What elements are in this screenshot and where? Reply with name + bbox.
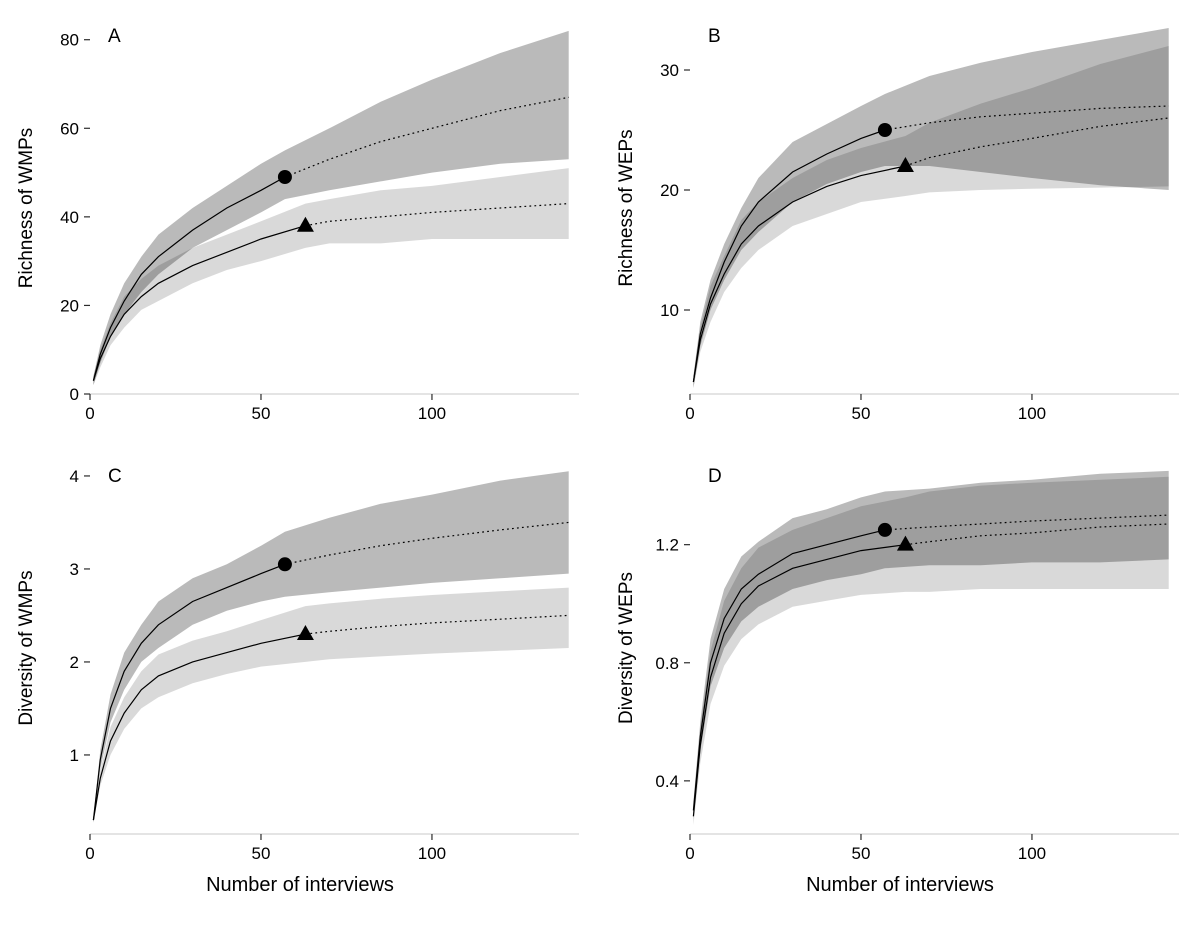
x-axis-title-right: Number of interviews — [806, 874, 994, 896]
x-tick-label: 0 — [685, 404, 694, 423]
x-tick-label: 0 — [85, 404, 94, 423]
chart-panel-c: 0 50 100 1 2 3 4 Diversity of WMPs C Number of i… — [0, 448, 600, 930]
x-tick-label: 0 — [685, 844, 694, 863]
x-tick-label: 50 — [251, 404, 270, 423]
reference-marker-circle-icon — [877, 123, 892, 137]
rarefaction-line-circle — [692, 529, 885, 811]
confidence-band-dark — [92, 30, 569, 386]
rarefaction-line-triangle — [92, 633, 306, 821]
chart-panel-d: 0 50 100 0.4 0.8 1.2 Diversity of WEPs D Number… — [600, 448, 1200, 930]
panel-background — [7, 448, 593, 870]
y-tick-label: 0 — [69, 385, 78, 404]
y-tick-label: 80 — [60, 31, 79, 50]
y-tick-label: 30 — [660, 61, 679, 80]
y-tick-label: 1.2 — [655, 536, 679, 555]
reference-marker-triangle-icon — [896, 535, 914, 551]
chart-panel-b: 0 50 100 10 20 30 Richness of WEPs B — [600, 8, 1200, 448]
y-tick-label: 0.4 — [655, 772, 679, 791]
x-tick-label: 100 — [1017, 844, 1045, 863]
confidence-band-light — [92, 168, 569, 386]
y-tick-label: 2 — [69, 653, 78, 672]
panel-letter: B — [708, 26, 721, 47]
rarefaction-line-circle — [92, 176, 285, 381]
confidence-band-light — [92, 587, 569, 823]
rarefaction-line-triangle — [692, 544, 905, 817]
reference-marker-triangle-icon — [296, 216, 314, 232]
panel-letter: D — [708, 466, 722, 487]
y-axis-title: Richness of WEPs — [616, 129, 637, 286]
y-axis-title: Diversity of WEPs — [616, 572, 637, 724]
extrapolation-line-circle — [884, 514, 1169, 531]
confidence-band-light — [692, 476, 1169, 826]
extrapolation-line-triangle — [904, 523, 1169, 546]
extrapolation-line-triangle — [304, 614, 569, 635]
x-tick-label: 100 — [417, 844, 445, 863]
y-axis-title: Diversity of WMPs — [16, 570, 37, 725]
y-tick-label: 20 — [660, 181, 679, 200]
reference-marker-circle-icon — [277, 557, 292, 572]
y-tick-label: 3 — [69, 560, 78, 579]
y-tick-label: 0.8 — [655, 654, 679, 673]
extrapolation-line-triangle — [904, 117, 1169, 167]
chart-canvas-d: 0 50 100 0.4 0.8 1.2 Diversity of WEPs D — [607, 448, 1193, 870]
x-tick-label: 50 — [851, 844, 870, 863]
reference-marker-circle-icon — [277, 170, 292, 184]
panel-letter: C — [108, 466, 122, 487]
reference-marker-circle-icon — [877, 522, 892, 537]
reference-marker-triangle-icon — [896, 157, 914, 172]
confidence-band-dark — [692, 470, 1169, 820]
x-tick-label: 100 — [1017, 404, 1045, 423]
rarefaction-line-triangle — [92, 225, 306, 381]
rarefaction-line-circle — [692, 129, 885, 383]
chart-canvas-b: 0 50 100 10 20 30 Richness of WEPs B — [607, 8, 1193, 430]
chart-canvas-c: 0 50 100 1 2 3 4 Diversity of WMPs C — [7, 448, 593, 870]
rarefaction-line-circle — [92, 563, 285, 821]
x-tick-label: 50 — [251, 844, 270, 863]
y-tick-label: 40 — [60, 208, 79, 227]
x-axis-title-left: Number of interviews — [206, 874, 394, 896]
chart-panel-a: 0 50 100 0 20 40 60 80 Richness of WMPs A — [0, 8, 600, 448]
rarefaction-line-triangle — [692, 165, 906, 383]
y-tick-label: 60 — [60, 119, 79, 138]
x-tick-label: 50 — [851, 404, 870, 423]
y-tick-label: 10 — [660, 301, 679, 320]
panel-letter: A — [108, 26, 121, 47]
x-tick-label: 100 — [417, 404, 445, 423]
x-tick-label: 0 — [85, 844, 94, 863]
y-axis-title: Richness of WMPs — [16, 128, 37, 288]
y-tick-label: 4 — [69, 467, 78, 486]
panel-background — [607, 8, 1193, 430]
y-tick-label: 1 — [69, 746, 78, 765]
confidence-band-light — [692, 46, 1169, 388]
confidence-band-dark — [692, 28, 1169, 388]
y-tick-label: 20 — [60, 296, 79, 315]
chart-canvas-a: 0 50 100 0 20 40 60 80 Richness of WMPs A — [7, 8, 593, 430]
panel-background — [7, 8, 593, 430]
extrapolation-line-triangle — [304, 203, 569, 227]
confidence-band-dark — [92, 471, 569, 823]
reference-marker-triangle-icon — [296, 625, 314, 641]
